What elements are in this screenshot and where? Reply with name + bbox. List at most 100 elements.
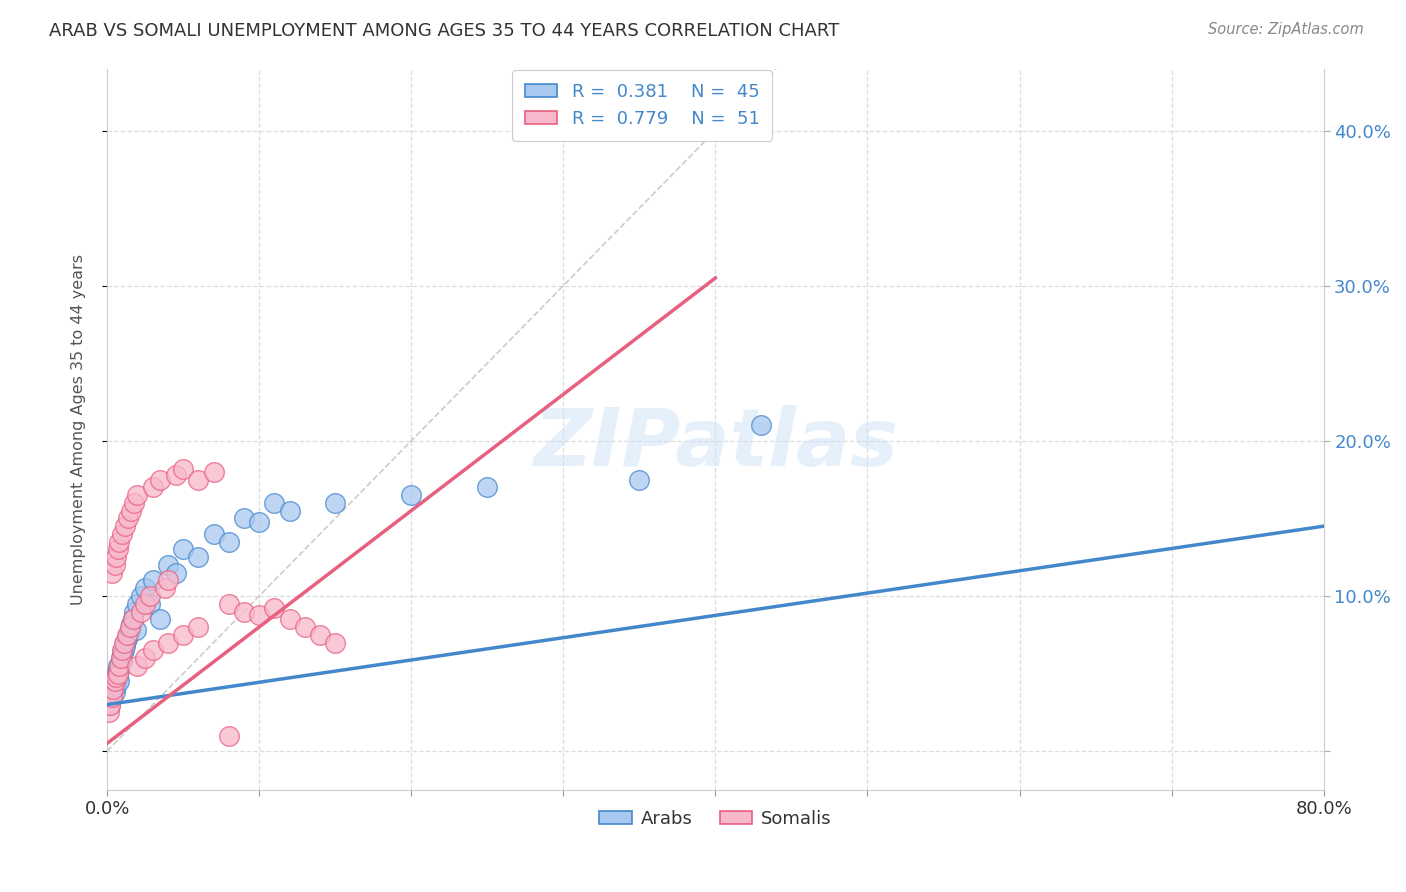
Point	[172, 462, 194, 476]
Point	[111, 527, 134, 541]
Y-axis label: Unemployment Among Ages 35 to 44 years: Unemployment Among Ages 35 to 44 years	[72, 253, 86, 605]
Point	[134, 651, 156, 665]
Text: ARAB VS SOMALI UNEMPLOYMENT AMONG AGES 35 TO 44 YEARS CORRELATION CHART: ARAB VS SOMALI UNEMPLOYMENT AMONG AGES 3…	[49, 22, 839, 40]
Point	[114, 639, 136, 653]
Point	[107, 658, 129, 673]
Point	[263, 601, 285, 615]
Point	[122, 612, 145, 626]
Point	[278, 612, 301, 626]
Point	[233, 511, 256, 525]
Point	[202, 527, 225, 541]
Point	[105, 666, 128, 681]
Point	[294, 620, 316, 634]
Point	[142, 643, 165, 657]
Point	[110, 651, 132, 665]
Point	[98, 698, 121, 712]
Point	[125, 623, 148, 637]
Point	[156, 574, 179, 588]
Point	[97, 706, 120, 720]
Point	[101, 682, 124, 697]
Point	[127, 658, 149, 673]
Point	[165, 467, 187, 482]
Point	[138, 597, 160, 611]
Point	[218, 597, 240, 611]
Point	[149, 612, 172, 626]
Point	[129, 589, 152, 603]
Point	[172, 542, 194, 557]
Point	[218, 729, 240, 743]
Point	[98, 698, 121, 712]
Point	[114, 635, 136, 649]
Point	[156, 635, 179, 649]
Point	[110, 651, 132, 665]
Point	[247, 515, 270, 529]
Point	[117, 511, 139, 525]
Point	[134, 581, 156, 595]
Point	[172, 628, 194, 642]
Point	[149, 473, 172, 487]
Point	[399, 488, 422, 502]
Point	[124, 605, 146, 619]
Point	[202, 465, 225, 479]
Point	[138, 589, 160, 603]
Point	[309, 628, 332, 642]
Point	[118, 620, 141, 634]
Point	[101, 682, 124, 697]
Point	[124, 496, 146, 510]
Point	[104, 685, 127, 699]
Point	[107, 666, 129, 681]
Point	[104, 674, 127, 689]
Point	[278, 503, 301, 517]
Point	[263, 496, 285, 510]
Point	[105, 550, 128, 565]
Point	[108, 534, 131, 549]
Point	[187, 620, 209, 634]
Point	[105, 670, 128, 684]
Point	[628, 473, 651, 487]
Point	[122, 612, 145, 626]
Point	[142, 480, 165, 494]
Point	[100, 690, 122, 704]
Point	[104, 674, 127, 689]
Point	[247, 607, 270, 622]
Text: ZIPatlas: ZIPatlas	[533, 405, 898, 483]
Point	[100, 690, 122, 704]
Point	[153, 581, 176, 595]
Point	[115, 632, 138, 647]
Point	[323, 496, 346, 510]
Point	[112, 635, 135, 649]
Point	[749, 418, 772, 433]
Point	[115, 628, 138, 642]
Point	[118, 623, 141, 637]
Point	[477, 480, 499, 494]
Legend: Arabs, Somalis: Arabs, Somalis	[592, 803, 839, 835]
Point	[112, 643, 135, 657]
Point	[104, 558, 127, 572]
Point	[142, 574, 165, 588]
Point	[117, 628, 139, 642]
Point	[114, 519, 136, 533]
Point	[111, 647, 134, 661]
Point	[129, 605, 152, 619]
Point	[100, 566, 122, 580]
Point	[187, 550, 209, 565]
Point	[134, 597, 156, 611]
Point	[105, 679, 128, 693]
Point	[111, 643, 134, 657]
Point	[165, 566, 187, 580]
Point	[127, 488, 149, 502]
Point	[108, 674, 131, 689]
Point	[218, 534, 240, 549]
Point	[107, 670, 129, 684]
Point	[120, 616, 142, 631]
Point	[187, 473, 209, 487]
Point	[108, 664, 131, 678]
Text: Source: ZipAtlas.com: Source: ZipAtlas.com	[1208, 22, 1364, 37]
Point	[108, 658, 131, 673]
Point	[111, 654, 134, 668]
Point	[127, 597, 149, 611]
Point	[156, 558, 179, 572]
Point	[107, 542, 129, 557]
Point	[323, 635, 346, 649]
Point	[233, 605, 256, 619]
